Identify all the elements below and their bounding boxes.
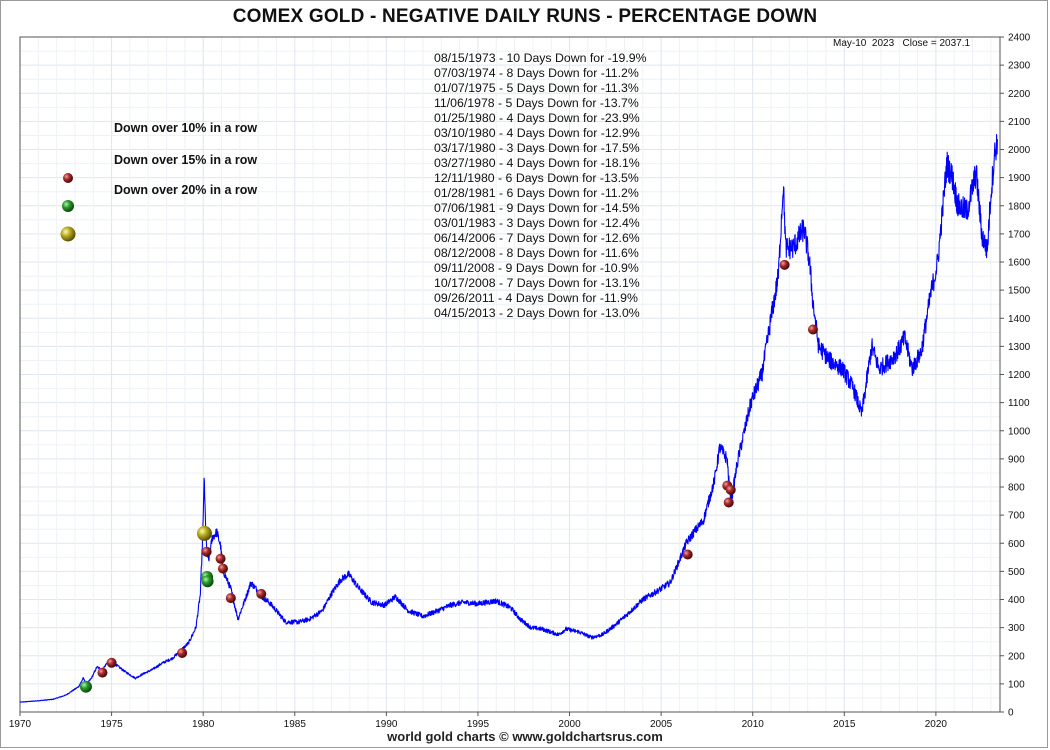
x-tick-label: 2000 (558, 719, 581, 730)
y-tick-label: 200 (1008, 651, 1025, 662)
y-tick-label: 0 (1008, 708, 1014, 719)
x-tick-label: 1990 (375, 719, 398, 730)
event-entry: 01/28/1981 - 6 Days Down for -11.2% (434, 186, 639, 200)
event-entry: 11/06/1978 - 5 Days Down for -13.7% (434, 96, 639, 110)
event-marker-10 (106, 657, 117, 668)
event-entry: 07/06/1981 - 9 Days Down for -14.5% (434, 201, 640, 215)
event-entry: 01/25/1980 - 4 Days Down for -23.9% (434, 111, 640, 125)
event-marker-10 (177, 647, 188, 658)
y-tick-label: 500 (1008, 567, 1025, 578)
y-tick-label: 1900 (1008, 173, 1031, 184)
y-tick-label: 2300 (1008, 61, 1031, 72)
y-tick-label: 1000 (1008, 426, 1031, 437)
footer-credit: world gold charts © www.goldchartsrus.co… (387, 729, 663, 744)
event-entry: 03/17/1980 - 3 Days Down for -17.5% (434, 141, 640, 155)
y-tick-label: 1200 (1008, 370, 1031, 381)
y-tick-label: 700 (1008, 511, 1025, 522)
legend-label-15: Down over 15% in a row (114, 153, 258, 167)
last-quote: May-10 2023 Close = 2037.1 (833, 38, 970, 49)
x-tick-label: 1985 (284, 719, 307, 730)
last-quote-close: Close = 2037.1 (902, 38, 971, 49)
axes: 0 100 200 300 400 500 600 700 800 900 1000 1100 1200… (9, 33, 1031, 731)
event-marker-15 (201, 575, 214, 588)
y-tick-label: 1500 (1008, 286, 1031, 297)
event-entry: 10/17/2008 - 7 Days Down for -13.1% (434, 276, 640, 290)
event-list: 08/15/1973 - 10 Days Down for -19.9% 07/0… (434, 51, 647, 321)
event-entry: 07/03/1974 - 8 Days Down for -11.2% (434, 66, 639, 80)
x-tick-label: 2020 (925, 719, 948, 730)
event-marker-10 (779, 259, 790, 270)
y-tick-label: 400 (1008, 595, 1025, 606)
y-tick-label: 1400 (1008, 314, 1031, 325)
legend-markers (60, 173, 76, 242)
event-entry: 03/27/1980 - 4 Days Down for -18.1% (434, 156, 640, 170)
grid-lines (19, 36, 1000, 713)
event-entry: 09/11/2008 - 9 Days Down for -10.9% (434, 261, 639, 275)
legend-marker-15 (62, 200, 74, 212)
event-entry: 06/14/2006 - 7 Days Down for -12.6% (434, 231, 640, 245)
y-tick-label: 2100 (1008, 117, 1031, 128)
y-tick-label: 2400 (1008, 33, 1031, 44)
event-marker-10 (215, 553, 226, 564)
y-tick-label: 1700 (1008, 229, 1031, 240)
x-tick-label: 1995 (467, 719, 490, 730)
x-tick-label: 1970 (9, 719, 32, 730)
event-marker-10 (225, 593, 236, 604)
event-entry: 12/11/1980 - 6 Days Down for -13.5% (434, 171, 639, 185)
legend-marker-20 (60, 226, 76, 242)
x-tick-label: 2015 (833, 719, 856, 730)
legend-label-10: Down over 10% in a row (114, 121, 258, 135)
event-marker-10 (201, 546, 212, 557)
event-marker-10 (256, 588, 267, 599)
y-tick-label: 2200 (1008, 89, 1031, 100)
event-entry: 08/15/1973 - 10 Days Down for -19.9% (434, 51, 647, 65)
event-marker-15 (79, 680, 92, 693)
event-entry: 03/01/1983 - 3 Days Down for -12.4% (434, 216, 640, 230)
event-marker-10 (217, 563, 228, 574)
y-tick-label: 300 (1008, 623, 1025, 634)
event-marker-10 (723, 497, 734, 508)
x-tick-label: 2005 (650, 719, 673, 730)
event-markers (79, 259, 818, 693)
y-tick-label: 1600 (1008, 258, 1031, 269)
event-marker-10 (97, 667, 108, 678)
last-quote-date: May-10 2023 (833, 38, 895, 49)
x-tick-label: 1980 (192, 719, 215, 730)
y-tick-label: 900 (1008, 454, 1025, 465)
event-marker-20 (196, 525, 212, 541)
y-tick-label: 800 (1008, 483, 1025, 494)
y-tick-label: 1300 (1008, 342, 1031, 353)
event-entry: 09/26/2011 - 4 Days Down for -11.9% (434, 291, 638, 305)
y-tick-label: 2000 (1008, 145, 1031, 156)
event-marker-10 (807, 324, 818, 335)
chart-title: COMEX GOLD - NEGATIVE DAILY RUNS - PERCE… (232, 6, 818, 27)
y-tick-label: 600 (1008, 539, 1025, 550)
price-series-line (19, 134, 998, 703)
event-entry: 08/12/2008 - 8 Days Down for -11.6% (434, 246, 639, 260)
x-tick-label: 1975 (100, 719, 123, 730)
legend-marker-10 (63, 173, 73, 183)
event-entry: 01/07/1975 - 5 Days Down for -11.3% (434, 81, 639, 95)
y-tick-label: 1100 (1008, 398, 1030, 409)
x-tick-label: 2010 (742, 719, 765, 730)
event-marker-10 (682, 549, 693, 560)
y-tick-label: 1800 (1008, 201, 1031, 212)
event-entry: 03/10/1980 - 4 Days Down for -12.9% (434, 126, 640, 140)
event-entry: 04/15/2013 - 2 Days Down for -13.0% (434, 306, 640, 320)
event-marker-10 (725, 484, 736, 495)
y-tick-label: 100 (1008, 679, 1025, 690)
legend-label-20: Down over 20% in a row (114, 183, 258, 197)
